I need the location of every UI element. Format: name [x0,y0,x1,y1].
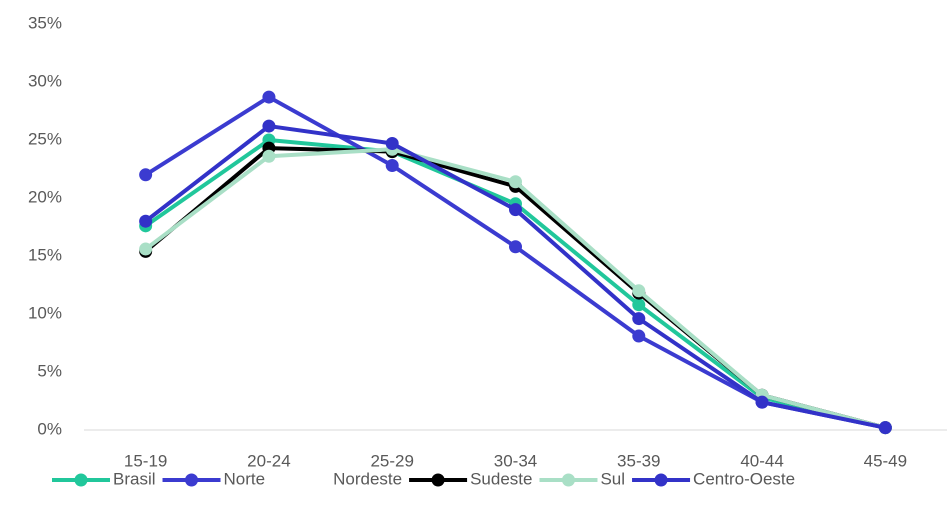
y-tick-label: 15% [28,245,62,264]
point [632,298,646,312]
point [139,242,153,256]
point [139,214,153,228]
y-tick-label: 10% [28,303,62,322]
legend-marker [431,473,445,487]
legend-marker [74,473,88,487]
point [262,119,276,133]
x-tick-label: 35-39 [617,451,660,470]
y-tick-label: 30% [28,71,62,90]
point [632,284,646,298]
x-tick-label: 45-49 [864,451,907,470]
point [632,329,646,343]
y-tick-label: 35% [28,13,62,32]
legend-marker [294,473,308,487]
x-tick-label: 40-44 [740,451,783,470]
legend-label: Brasil [113,469,156,488]
point [262,149,276,163]
point [755,395,769,409]
series-line [144,124,886,430]
x-tick-label: 25-29 [370,451,413,470]
legend-label: Sudeste [470,469,532,488]
point [385,159,399,173]
x-tick-label: 20-24 [247,451,290,470]
legend-label: Sul [600,469,625,488]
legend-label: Nordeste [333,469,402,488]
point [509,203,522,217]
point [509,175,522,189]
legend-label: Norte [224,469,266,488]
legend-marker [654,473,668,487]
x-tick-label: 30-34 [494,451,537,470]
point [509,240,522,254]
x-tick-label: 15-19 [124,451,167,470]
point [878,421,892,435]
y-tick-label: 20% [28,187,62,206]
point [139,168,153,182]
point [262,90,276,104]
point [385,136,399,150]
y-tick-label: 5% [37,361,62,380]
y-tick-label: 0% [37,419,62,438]
legend-marker [561,473,575,487]
point [632,312,646,326]
y-tick-label: 25% [28,129,62,148]
legend-label: Centro-Oeste [693,469,795,488]
legend-marker [185,473,199,487]
